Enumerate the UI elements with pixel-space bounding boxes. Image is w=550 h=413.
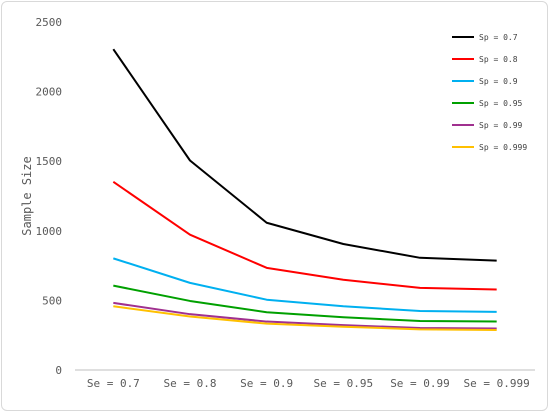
series-line — [112, 180, 497, 291]
x-tick-label: Se = 0.95 — [314, 377, 374, 390]
legend-label: Sp = 0.9 — [479, 77, 518, 86]
x-tick-label: Se = 0.999 — [464, 377, 530, 390]
y-tick-label: 0 — [55, 364, 62, 377]
series-5 — [113, 305, 497, 332]
series-lines — [112, 48, 497, 332]
y-tick-label: 500 — [42, 294, 62, 307]
y-tick-label: 2000 — [36, 86, 63, 99]
series-4 — [113, 301, 497, 330]
x-tick-labels: Se = 0.7 Se = 0.8 Se = 0.9 Se = 0.95 Se = 0.… — [87, 377, 530, 390]
legend-item: Sp = 0.9 — [452, 77, 518, 86]
series-0 — [112, 48, 497, 262]
series-line — [113, 284, 497, 323]
series-line — [113, 305, 497, 332]
series-3 — [113, 284, 497, 323]
legend-label: Sp = 0.99 — [479, 121, 523, 130]
legend-item: Sp = 0.7 — [452, 33, 518, 42]
series-line — [112, 48, 497, 262]
x-tick-label: Se = 0.99 — [390, 377, 450, 390]
x-tick-label: Se = 0.8 — [164, 377, 217, 390]
series-1 — [112, 180, 497, 291]
y-tick-label: 2500 — [36, 16, 63, 29]
x-tick-label: Se = 0.7 — [87, 377, 140, 390]
legend-label: Sp = 0.7 — [479, 33, 518, 42]
series-line — [113, 257, 497, 313]
series-line — [113, 301, 497, 330]
y-tick-label: 1000 — [36, 225, 63, 238]
legend-label: Sp = 0.8 — [479, 55, 518, 64]
legend: Sp = 0.7 Sp = 0.8 Sp = 0.9 Sp = 0.95 Sp = 0.… — [452, 33, 527, 152]
y-tick-label: 1500 — [36, 155, 63, 168]
y-tick-labels: 0 500 1000 1500 2000 2500 — [36, 16, 63, 377]
legend-label: Sp = 0.95 — [479, 99, 523, 108]
legend-item: Sp = 0.8 — [452, 55, 518, 64]
x-tick-label: Se = 0.9 — [240, 377, 293, 390]
legend-item: Sp = 0.95 — [452, 99, 523, 108]
y-axis-title: Sample Size — [20, 156, 34, 235]
legend-label: Sp = 0.999 — [479, 143, 527, 152]
legend-item: Sp = 0.99 — [452, 121, 523, 130]
series-2 — [113, 257, 497, 313]
legend-item: Sp = 0.999 — [452, 143, 527, 152]
